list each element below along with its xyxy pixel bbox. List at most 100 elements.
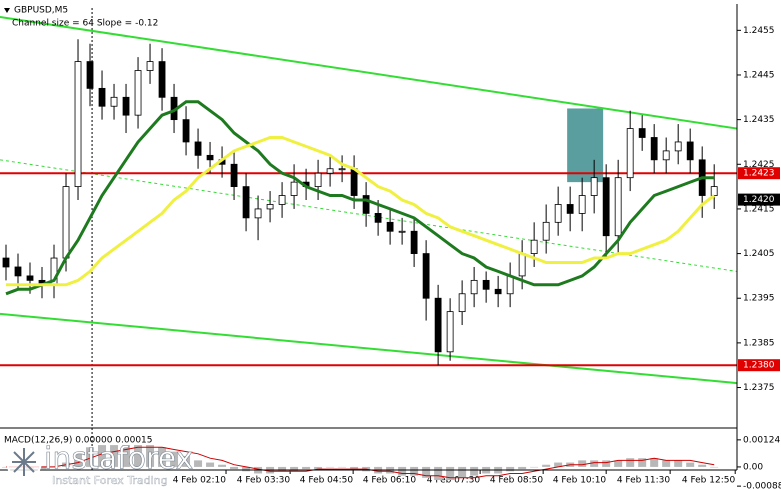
- macd-bar: [206, 462, 215, 467]
- candle-body: [314, 172, 322, 188]
- symbol: GBPUSD,M5: [14, 6, 68, 16]
- candle-body: [602, 177, 610, 237]
- logo-mark: [12, 448, 36, 476]
- x-tick-label: 4 Feb 11:30: [617, 476, 671, 486]
- moving-average: [5, 100, 715, 296]
- channel-line: [0, 15, 738, 130]
- macd-bar: [38, 466, 47, 470]
- candle-body: [446, 311, 454, 353]
- macd-bar: [446, 466, 455, 481]
- macd-bar: [614, 460, 623, 467]
- y-tick-label: -0.00088: [743, 482, 781, 489]
- candle-body: [458, 293, 466, 313]
- candle-body: [674, 141, 682, 152]
- macd-bar: [326, 466, 335, 468]
- candle-body: [350, 168, 358, 196]
- y-tick-label: 1.2405: [743, 249, 775, 259]
- candle-body: [566, 204, 574, 214]
- macd-bar: [134, 445, 143, 467]
- x-tick-label: 4 Feb 02:10: [173, 476, 227, 486]
- candle-body: [254, 208, 262, 219]
- macd-bar: [590, 460, 599, 467]
- logo-brand: instaforex: [44, 442, 193, 477]
- candle-body: [278, 195, 286, 205]
- candle-body: [290, 181, 298, 196]
- macd-bar: [182, 456, 191, 467]
- y-tick-label: 1.2395: [743, 294, 775, 304]
- macd-bar: [290, 466, 299, 472]
- candle-body: [62, 186, 70, 259]
- logo-tagline: Instant Forex Trading: [52, 474, 168, 487]
- macd-bar: [686, 462, 695, 467]
- y-tick-label: 1.2385: [743, 338, 775, 348]
- candle-body: [122, 96, 130, 116]
- macd-bar: [434, 466, 443, 481]
- macd-bar: [530, 466, 539, 468]
- y-tick-label: 1.2415: [743, 204, 775, 214]
- candle-body: [398, 230, 406, 233]
- candle-body: [146, 61, 154, 71]
- candle-body: [410, 230, 418, 254]
- candle-body: [590, 177, 598, 196]
- candle-body: [662, 150, 670, 161]
- candle-body: [578, 195, 586, 214]
- macd-bar: [98, 445, 107, 467]
- macd-bar: [626, 458, 635, 467]
- y-tick-label: 1.2435: [743, 115, 775, 125]
- macd-bar: [602, 460, 611, 467]
- channel-line: [0, 312, 738, 385]
- macd-bar: [158, 447, 167, 467]
- macd-bar: [194, 460, 203, 467]
- candle-body: [638, 128, 646, 138]
- macd-bar: [662, 460, 671, 467]
- candle-body: [374, 212, 382, 223]
- macd-bar: [278, 466, 287, 472]
- macd-bar: [314, 466, 323, 470]
- candle-body: [434, 297, 442, 353]
- candle-body: [506, 275, 514, 295]
- macd-bar: [650, 458, 659, 467]
- x-tick-label: 4 Feb 04:50: [300, 476, 354, 486]
- candle-body: [74, 61, 82, 188]
- macd-bar: [710, 466, 719, 468]
- candle-body: [158, 61, 166, 98]
- macd-title: MACD(12,26,9) 0.00000 0.00015: [4, 436, 153, 446]
- macd-bar: [470, 466, 479, 476]
- candle-body: [470, 279, 478, 295]
- level-label: 1.2423: [743, 169, 775, 179]
- macd-bar: [398, 466, 407, 476]
- macd-bar: [410, 466, 419, 476]
- macd-bar: [542, 464, 551, 467]
- macd-bar: [698, 464, 707, 467]
- candle-body: [266, 204, 274, 210]
- macd-bar: [86, 447, 95, 467]
- candle-body: [362, 195, 370, 214]
- candle-body: [326, 168, 334, 174]
- candle-body: [542, 221, 550, 241]
- y-tick-label: 0.00: [743, 462, 763, 472]
- macd-bar: [242, 466, 251, 472]
- candle-body: [134, 70, 142, 116]
- macd-bar: [122, 445, 131, 467]
- macd-bar: [458, 466, 467, 478]
- macd-bar: [74, 453, 83, 467]
- candle-body: [14, 266, 22, 277]
- macd-bar: [230, 466, 239, 470]
- candle-body: [494, 288, 502, 295]
- candle-body: [686, 141, 694, 161]
- menu-arrow: [4, 8, 10, 13]
- candle-body: [26, 275, 34, 281]
- macd-bar: [554, 462, 563, 467]
- y-tick-label: 1.2425: [743, 160, 775, 170]
- level-box: [738, 359, 780, 372]
- candle-body: [182, 119, 190, 143]
- y-tick-label: 1.2375: [743, 383, 775, 393]
- candle-body: [650, 137, 658, 161]
- level-label: 1.2380: [743, 361, 775, 371]
- macd-bar: [518, 466, 527, 470]
- candle-body: [386, 221, 394, 232]
- candle-body: [242, 186, 250, 219]
- candle-body: [530, 239, 538, 254]
- current-price-label: 1.2420: [743, 195, 775, 205]
